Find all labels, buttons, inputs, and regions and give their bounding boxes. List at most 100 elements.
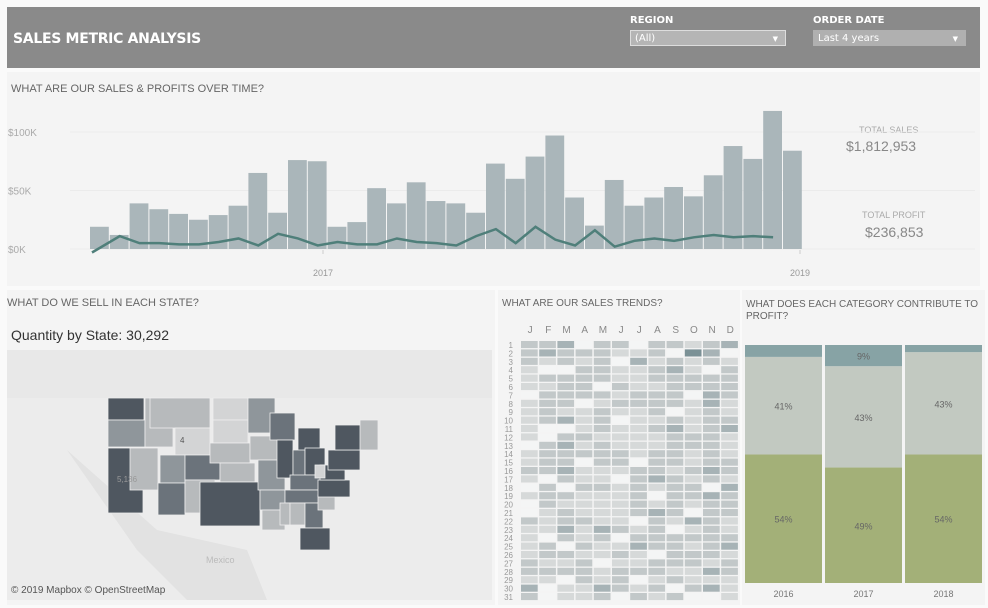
state-nd[interactable] bbox=[212, 397, 249, 421]
heatmap-cell[interactable] bbox=[612, 517, 629, 525]
heatmap-cell[interactable] bbox=[648, 509, 666, 517]
state-sd[interactable] bbox=[212, 419, 249, 444]
heatmap-cell[interactable] bbox=[666, 542, 684, 550]
heatmap-cell[interactable] bbox=[703, 366, 720, 374]
heatmap-cell[interactable] bbox=[684, 542, 702, 550]
heatmap-cell[interactable] bbox=[648, 383, 666, 391]
heatmap-cell[interactable] bbox=[593, 576, 611, 584]
heatmap-cell[interactable] bbox=[703, 509, 720, 517]
heatmap-cell[interactable] bbox=[703, 534, 720, 542]
heatmap-cell[interactable] bbox=[539, 576, 556, 584]
heatmap-cell[interactable] bbox=[575, 408, 593, 416]
heatmap-cell[interactable] bbox=[721, 567, 738, 575]
heatmap-cell[interactable] bbox=[721, 492, 738, 500]
heatmap-cell[interactable] bbox=[721, 534, 738, 542]
heatmap-cell[interactable] bbox=[557, 492, 575, 500]
heatmap-cell[interactable] bbox=[575, 492, 593, 500]
heatmap-cell[interactable] bbox=[721, 584, 738, 592]
heatmap-cell[interactable] bbox=[612, 593, 629, 601]
heatmap-cell[interactable] bbox=[557, 576, 575, 584]
heatmap-cell[interactable] bbox=[703, 357, 720, 365]
heatmap-cell[interactable] bbox=[703, 500, 720, 508]
heatmap-cell[interactable] bbox=[666, 492, 684, 500]
heatmap-cell[interactable] bbox=[630, 441, 647, 449]
heatmap-cell[interactable] bbox=[666, 416, 684, 424]
heatmap-cell[interactable] bbox=[721, 383, 738, 391]
heatmap-cell[interactable] bbox=[612, 425, 629, 433]
heatmap-cell[interactable] bbox=[557, 349, 575, 357]
heatmap-cell[interactable] bbox=[630, 534, 647, 542]
heatmap-cell[interactable] bbox=[648, 425, 666, 433]
heatmap-cell[interactable] bbox=[721, 467, 738, 475]
heatmap-cell[interactable] bbox=[721, 542, 738, 550]
heatmap-cell[interactable] bbox=[539, 593, 556, 601]
category-segment[interactable] bbox=[745, 454, 822, 583]
heatmap-cell[interactable] bbox=[575, 509, 593, 517]
heatmap-cell[interactable] bbox=[648, 492, 666, 500]
heatmap-cell[interactable] bbox=[703, 383, 720, 391]
state-tx[interactable] bbox=[199, 481, 261, 527]
state-wi[interactable] bbox=[269, 412, 296, 441]
heatmap-cell[interactable] bbox=[648, 357, 666, 365]
state-or[interactable] bbox=[107, 419, 146, 448]
heatmap-cell[interactable] bbox=[721, 593, 738, 601]
heatmap-cell[interactable] bbox=[630, 408, 647, 416]
heatmap-cell[interactable] bbox=[648, 458, 666, 466]
heatmap-cell[interactable] bbox=[666, 450, 684, 458]
heatmap-cell[interactable] bbox=[557, 525, 575, 533]
heatmap-cell[interactable] bbox=[703, 425, 720, 433]
heatmap-cell[interactable] bbox=[630, 366, 647, 374]
heatmap-cell[interactable] bbox=[557, 559, 575, 567]
heatmap-cell[interactable] bbox=[703, 492, 720, 500]
heatmap-cell[interactable] bbox=[703, 374, 720, 382]
heatmap-cell[interactable] bbox=[721, 509, 738, 517]
heatmap-cell[interactable] bbox=[630, 341, 647, 349]
heatmap-cell[interactable] bbox=[666, 509, 684, 517]
heatmap-cell[interactable] bbox=[575, 483, 593, 491]
heatmap-cell[interactable] bbox=[684, 441, 702, 449]
heatmap-cell[interactable] bbox=[630, 483, 647, 491]
heatmap-cell[interactable] bbox=[557, 551, 575, 559]
heatmap-cell[interactable] bbox=[575, 467, 593, 475]
heatmap-cell[interactable] bbox=[557, 416, 575, 424]
heatmap-cell[interactable] bbox=[721, 475, 738, 483]
heatmap-cell[interactable] bbox=[539, 433, 556, 441]
heatmap-cell[interactable] bbox=[575, 349, 593, 357]
heatmap-cell[interactable] bbox=[521, 525, 538, 533]
heatmap-cell[interactable] bbox=[575, 383, 593, 391]
heatmap-cell[interactable] bbox=[648, 416, 666, 424]
heatmap-cell[interactable] bbox=[575, 593, 593, 601]
state-ut[interactable] bbox=[159, 454, 186, 484]
heatmap-cell[interactable] bbox=[721, 366, 738, 374]
heatmap-cell[interactable] bbox=[575, 567, 593, 575]
state-ks[interactable] bbox=[219, 462, 256, 483]
heatmap-cell[interactable] bbox=[575, 441, 593, 449]
category-segment[interactable] bbox=[745, 356, 822, 455]
heatmap-cell[interactable] bbox=[557, 450, 575, 458]
heatmap-cell[interactable] bbox=[575, 433, 593, 441]
heatmap-cell[interactable] bbox=[703, 441, 720, 449]
heatmap-cell[interactable] bbox=[521, 534, 538, 542]
heatmap-cell[interactable] bbox=[612, 576, 629, 584]
heatmap-cell[interactable] bbox=[575, 341, 593, 349]
heatmap-cell[interactable] bbox=[557, 467, 575, 475]
heatmap-cell[interactable] bbox=[703, 341, 720, 349]
heatmap-cell[interactable] bbox=[703, 391, 720, 399]
heatmap-cell[interactable] bbox=[612, 349, 629, 357]
category-segment[interactable] bbox=[905, 345, 982, 353]
heatmap-cell[interactable] bbox=[612, 408, 629, 416]
heatmap-cell[interactable] bbox=[648, 441, 666, 449]
heatmap-cell[interactable] bbox=[612, 433, 629, 441]
heatmap-cell[interactable] bbox=[684, 458, 702, 466]
heatmap-cell[interactable] bbox=[557, 542, 575, 550]
heatmap-cell[interactable] bbox=[612, 525, 629, 533]
heatmap-cell[interactable] bbox=[648, 542, 666, 550]
heatmap-cell[interactable] bbox=[557, 357, 575, 365]
heatmap-cell[interactable] bbox=[703, 450, 720, 458]
heatmap-cell[interactable] bbox=[703, 483, 720, 491]
heatmap-cell[interactable] bbox=[539, 492, 556, 500]
heatmap-cell[interactable] bbox=[557, 391, 575, 399]
heatmap-cell[interactable] bbox=[630, 517, 647, 525]
heatmap-cell[interactable] bbox=[521, 593, 538, 601]
heatmap-cell[interactable] bbox=[684, 383, 702, 391]
